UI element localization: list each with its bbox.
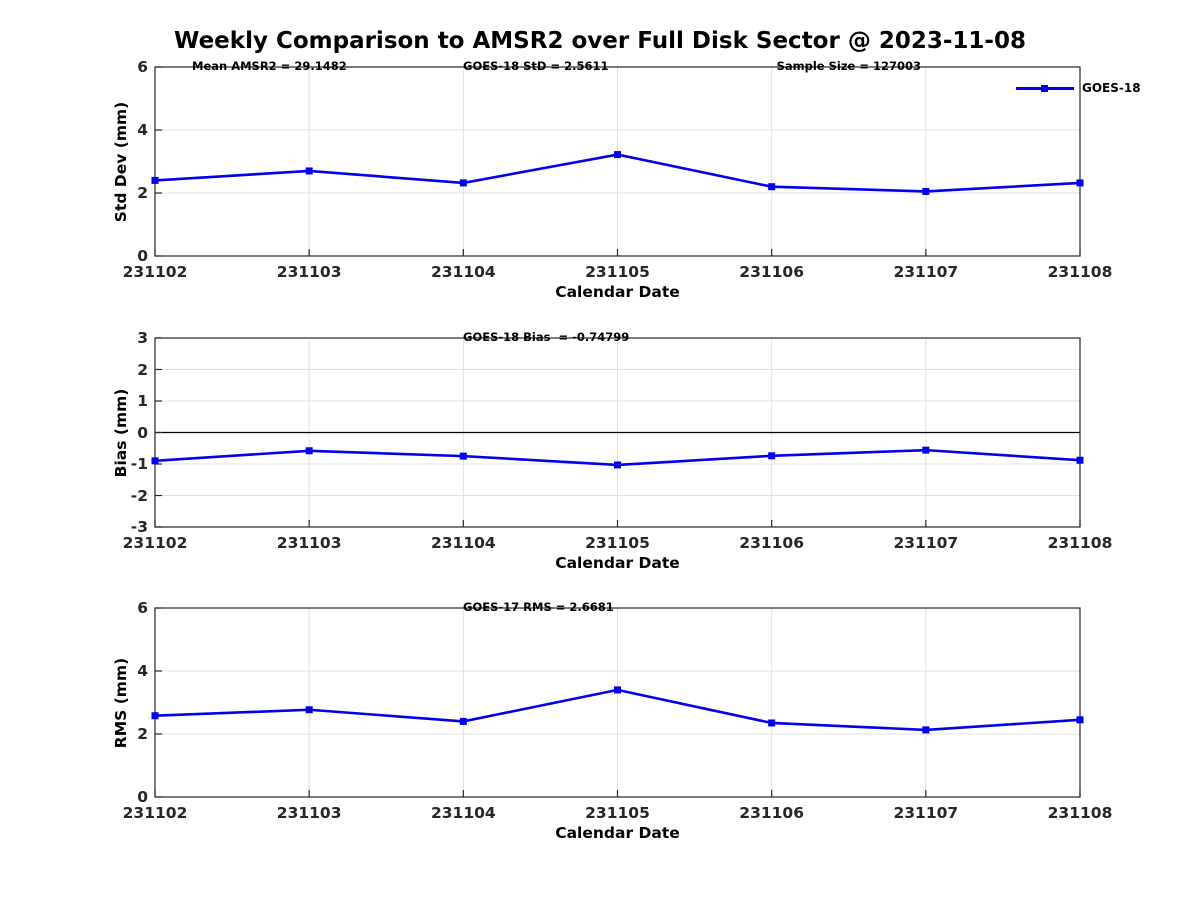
x-tick-label: 231103 xyxy=(276,804,342,822)
y-tick-label: 6 xyxy=(137,58,148,76)
x-tick-label: 231102 xyxy=(122,263,188,281)
y-tick-label: -2 xyxy=(130,486,148,505)
axes-box xyxy=(154,607,1081,798)
y-tick-label: -3 xyxy=(130,518,148,536)
x-tick-label: 231106 xyxy=(739,263,805,281)
data-point-marker xyxy=(922,187,930,195)
data-point-marker xyxy=(459,179,467,187)
data-point-marker xyxy=(614,461,621,469)
x-tick-label: 231103 xyxy=(276,534,342,552)
x-tick-label: 231105 xyxy=(585,804,650,822)
data-point-marker xyxy=(305,447,313,455)
y-tick-label: 0 xyxy=(137,788,148,806)
series-line-GOES-18 xyxy=(154,153,1081,193)
data-point-marker xyxy=(305,706,313,714)
x-tick-label: 231105 xyxy=(585,263,650,281)
x-tick-label: 231107 xyxy=(893,263,959,281)
data-point-marker xyxy=(151,712,159,720)
data-point-marker xyxy=(1076,456,1084,464)
series-line-GOES-18 xyxy=(154,688,1081,732)
x-tick-label: 231106 xyxy=(739,534,805,552)
y-axis-label: RMS (mm) xyxy=(112,657,130,748)
annotation: Sample Size = 127003 xyxy=(776,59,921,73)
x-tick-label: 231104 xyxy=(430,263,496,281)
y-tick-label: 0 xyxy=(137,423,148,442)
axes-box xyxy=(154,66,1081,257)
x-tick-label: 231107 xyxy=(893,804,959,822)
data-point-marker xyxy=(922,446,930,454)
data-point-marker xyxy=(614,151,621,159)
y-tick-label: 4 xyxy=(137,121,148,139)
y-tick-label: 0 xyxy=(137,247,148,265)
x-tick-label: 231107 xyxy=(893,534,959,552)
data-point-marker xyxy=(768,452,776,460)
x-tick-label: 231108 xyxy=(1047,534,1113,552)
x-tick-label: 231102 xyxy=(122,534,188,552)
data-point-marker xyxy=(768,183,776,191)
y-tick-label: 1 xyxy=(137,392,148,410)
x-axis-label: Calendar Date xyxy=(555,824,680,842)
data-point-marker xyxy=(1076,716,1084,724)
data-point-marker xyxy=(768,719,776,727)
data-point-marker xyxy=(459,452,467,460)
data-point-marker xyxy=(305,167,313,175)
series-line-GOES-18 xyxy=(154,448,1081,467)
legend: GOES-18 xyxy=(1016,80,1141,96)
legend-series-label: GOES-18 xyxy=(1082,81,1141,95)
bias-plot-svg xyxy=(151,337,1084,528)
x-tick-label: 231104 xyxy=(430,534,496,552)
x-tick-label: 231105 xyxy=(585,534,650,552)
data-point-marker xyxy=(1076,179,1084,187)
y-tick-label: 6 xyxy=(137,599,148,617)
x-tick-label: 231103 xyxy=(276,263,342,281)
y-tick-label: 3 xyxy=(137,329,148,347)
rms-plot-svg xyxy=(151,607,1084,798)
legend-square-marker-icon xyxy=(1041,84,1048,92)
y-tick-label: 2 xyxy=(137,725,148,743)
x-tick-label: 231108 xyxy=(1047,263,1113,281)
figure-title: Weekly Comparison to AMSR2 over Full Dis… xyxy=(174,28,1026,54)
annotation: GOES-17 RMS = 2.6681 xyxy=(463,600,614,614)
data-point-marker xyxy=(614,686,621,694)
x-axis-label: Calendar Date xyxy=(555,554,680,572)
legend-line-sample xyxy=(1016,84,1074,92)
y-tick-label: 4 xyxy=(137,662,148,680)
data-point-marker xyxy=(922,726,930,734)
data-point-marker xyxy=(151,176,159,184)
data-point-marker xyxy=(151,457,159,465)
y-tick-label: -1 xyxy=(130,455,148,473)
y-axis-label: Std Dev (mm) xyxy=(112,101,130,222)
data-point-marker xyxy=(459,717,467,725)
y-tick-label: 2 xyxy=(137,360,148,379)
x-axis-label: Calendar Date xyxy=(555,283,680,301)
annotation: Mean AMSR2 = 29.1482 xyxy=(192,59,347,73)
annotation: GOES-18 Bias = -0.74799 xyxy=(463,330,630,344)
annotation: GOES-18 StD = 2.5611 xyxy=(463,59,609,73)
y-axis-label: Bias (mm) xyxy=(112,388,130,477)
axes-box xyxy=(154,337,1081,528)
x-tick-label: 231106 xyxy=(739,804,805,822)
y-tick-label: 2 xyxy=(137,184,148,202)
x-tick-label: 231104 xyxy=(430,804,496,822)
x-tick-label: 231108 xyxy=(1047,804,1113,822)
std-dev-plot-svg xyxy=(151,66,1084,257)
x-tick-label: 231102 xyxy=(122,804,188,822)
